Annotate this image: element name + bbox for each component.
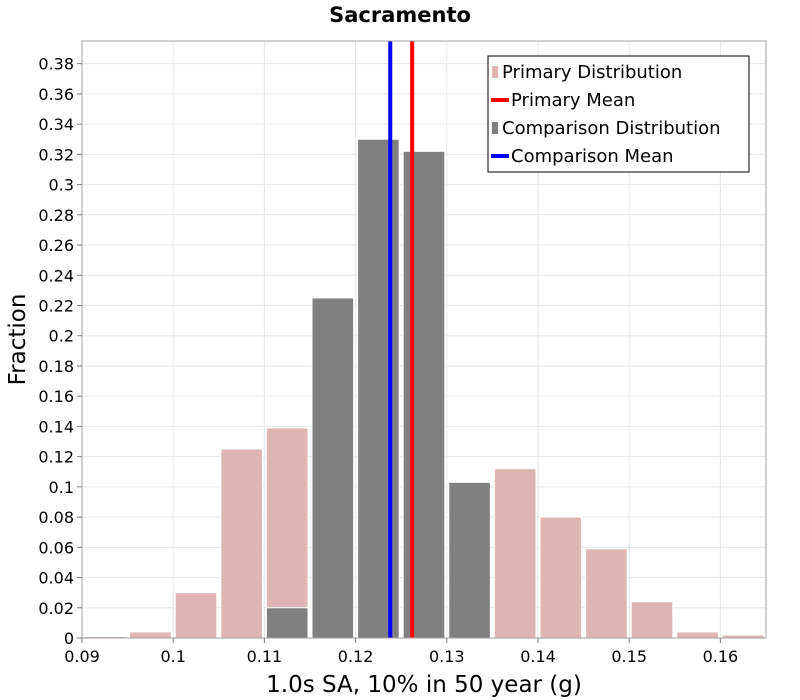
y-tick-label: 0.12 xyxy=(38,448,74,467)
mean-lines xyxy=(388,41,415,638)
x-tick-label: 0.13 xyxy=(429,647,465,666)
bar-primary-distribution xyxy=(220,448,263,639)
legend-swatch-primary-distribution xyxy=(492,66,498,78)
y-tick-label: 0.22 xyxy=(38,296,74,315)
bar-primary-distribution xyxy=(585,548,628,639)
bar-primary-distribution xyxy=(676,631,719,639)
y-tick-label: 0.26 xyxy=(38,236,74,255)
y-tick-label: 0.2 xyxy=(49,327,74,346)
bar-primary-distribution xyxy=(539,516,583,639)
x-tick-label: 0.14 xyxy=(520,647,556,666)
y-tick-label: 0.08 xyxy=(38,508,74,527)
bar-comparison-distribution xyxy=(311,297,355,639)
legend: Primary Distribution Primary Mean Comparis… xyxy=(487,55,750,173)
legend-box xyxy=(487,55,750,173)
y-tick-label: 0.18 xyxy=(38,357,74,376)
bar-comparison-distribution xyxy=(357,138,400,639)
y-tick-label: 0.34 xyxy=(38,115,74,134)
y-axis-label: Fraction xyxy=(5,294,31,386)
bar-comparison-distribution xyxy=(402,150,446,639)
bar-primary-distribution xyxy=(129,631,172,639)
legend-label-primary-mean: Primary Mean xyxy=(511,90,635,111)
x-axis-label: 1.0s SA, 10% in 50 year (g) xyxy=(266,672,582,698)
bar-primary-distribution xyxy=(174,592,218,639)
y-tick-label: 0.1 xyxy=(49,478,74,497)
bar-primary-distribution xyxy=(493,468,537,639)
bar-primary-distribution xyxy=(265,427,309,639)
x-tick-label: 0.1 xyxy=(160,647,185,666)
bars xyxy=(83,138,765,639)
y-tick-label: 0.28 xyxy=(38,206,74,225)
y-tick-label: 0.02 xyxy=(38,599,74,618)
x-tick-label: 0.12 xyxy=(338,647,374,666)
plot-frame xyxy=(81,40,767,639)
x-axis-ticks: 0.09 0.1 0.11 0.12 0.13 0.14 0.15 0.16 xyxy=(64,638,738,666)
y-tick-label: 0.38 xyxy=(38,55,74,74)
legend-label-primary-distribution: Primary Distribution xyxy=(502,62,682,83)
x-tick-label: 0.16 xyxy=(703,647,739,666)
legend-label-comparison-distribution: Comparison Distribution xyxy=(502,118,721,139)
y-tick-label: 0.32 xyxy=(38,145,74,164)
y-axis-ticks: 0 0.02 0.04 0.06 0.08 0.1 0.12 0.14 0.16 0.18 0.2 0… xyxy=(38,55,82,648)
y-tick-label: 0 xyxy=(64,629,74,648)
bar-primary-distribution xyxy=(630,601,674,639)
x-tick-label: 0.15 xyxy=(611,647,647,666)
y-tick-label: 0.06 xyxy=(38,538,74,557)
legend-swatch-comparison-distribution xyxy=(492,122,498,134)
bar-comparison-distribution xyxy=(265,607,309,639)
y-tick-label: 0.36 xyxy=(38,85,74,104)
bar-comparison-distribution xyxy=(448,481,491,639)
legend-label-comparison-mean: Comparison Mean xyxy=(511,146,674,167)
y-tick-label: 0.16 xyxy=(38,387,74,406)
y-tick-label: 0.3 xyxy=(49,176,74,195)
y-tick-label: 0.04 xyxy=(38,569,74,588)
y-tick-label: 0.24 xyxy=(38,266,74,285)
y-tick-label: 0.14 xyxy=(38,417,74,436)
x-tick-label: 0.09 xyxy=(64,647,100,666)
chart-title: Sacramento xyxy=(329,3,471,27)
x-tick-label: 0.11 xyxy=(247,647,283,666)
